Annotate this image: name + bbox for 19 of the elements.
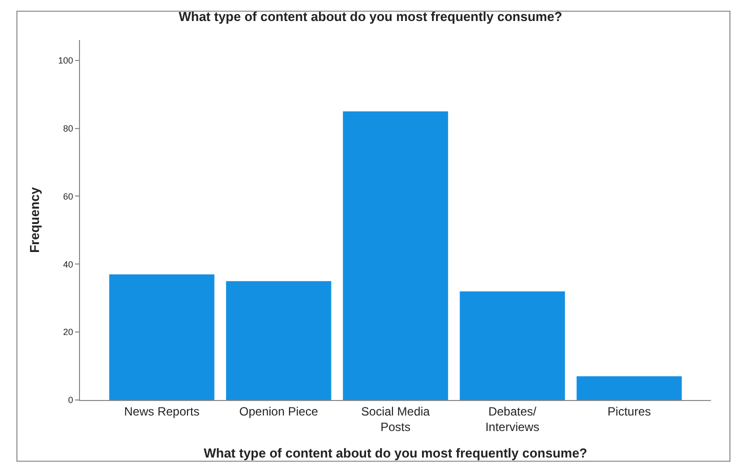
- y-tick-label: 0: [68, 395, 74, 406]
- y-tick-label: 40: [63, 259, 74, 270]
- y-tick-label: 60: [63, 191, 74, 202]
- x-tick-label: Social Media Posts: [361, 404, 430, 434]
- x-tick-label: News Reports: [124, 404, 200, 418]
- bar: [109, 274, 214, 400]
- bar: [342, 111, 448, 400]
- x-tick-label: Openion Piece: [239, 404, 318, 418]
- y-tick-label: 100: [58, 56, 74, 66]
- bar: [226, 281, 332, 400]
- chart-title: What type of content about do you most frequently consume?: [178, 8, 562, 24]
- x-axis-title: What type of content about do you most frequently consume?: [204, 446, 588, 461]
- y-tick-label: 20: [63, 327, 74, 338]
- y-tick-label: 80: [63, 123, 74, 134]
- bar: [460, 291, 565, 400]
- bar: [576, 376, 682, 400]
- x-tick-label: Pictures: [608, 404, 651, 418]
- x-tick-label: Debates/ Interviews: [485, 404, 540, 434]
- y-axis-title: Frequency: [27, 186, 42, 253]
